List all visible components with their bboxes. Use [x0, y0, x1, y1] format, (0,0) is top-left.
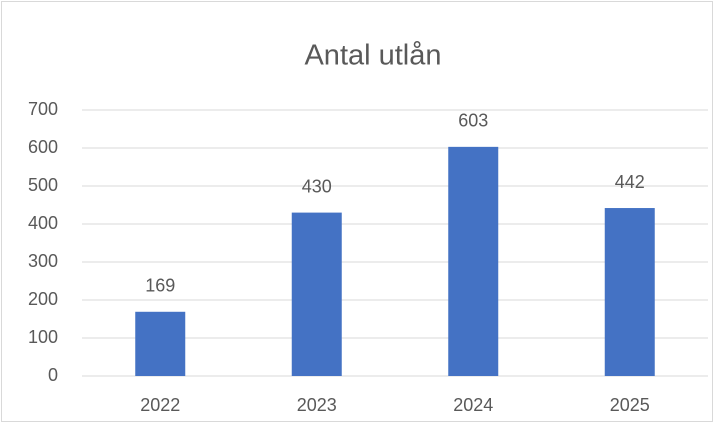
- x-tick-label: 2023: [297, 395, 337, 415]
- bar: [604, 208, 655, 376]
- data-label: 169: [145, 276, 175, 296]
- chart-title: Antal utlån: [304, 40, 441, 72]
- y-tick-label: 400: [28, 213, 58, 233]
- chart-border: [1, 1, 713, 422]
- x-tick-label: 2024: [453, 395, 493, 415]
- y-tick-label: 200: [28, 289, 58, 309]
- data-label: 442: [615, 172, 645, 192]
- bar: [135, 311, 186, 376]
- bar: [291, 212, 342, 376]
- x-tick-label: 2022: [140, 395, 180, 415]
- y-tick-label: 700: [28, 99, 58, 119]
- y-tick-label: 300: [28, 251, 58, 271]
- y-tick-label: 100: [28, 327, 58, 347]
- y-tick-label: 600: [28, 137, 58, 157]
- data-label: 603: [458, 111, 488, 131]
- y-tick-label: 500: [28, 175, 58, 195]
- data-label: 430: [302, 176, 332, 196]
- bar: [448, 146, 499, 376]
- x-tick-label: 2025: [610, 395, 650, 415]
- y-tick-label: 0: [48, 365, 58, 385]
